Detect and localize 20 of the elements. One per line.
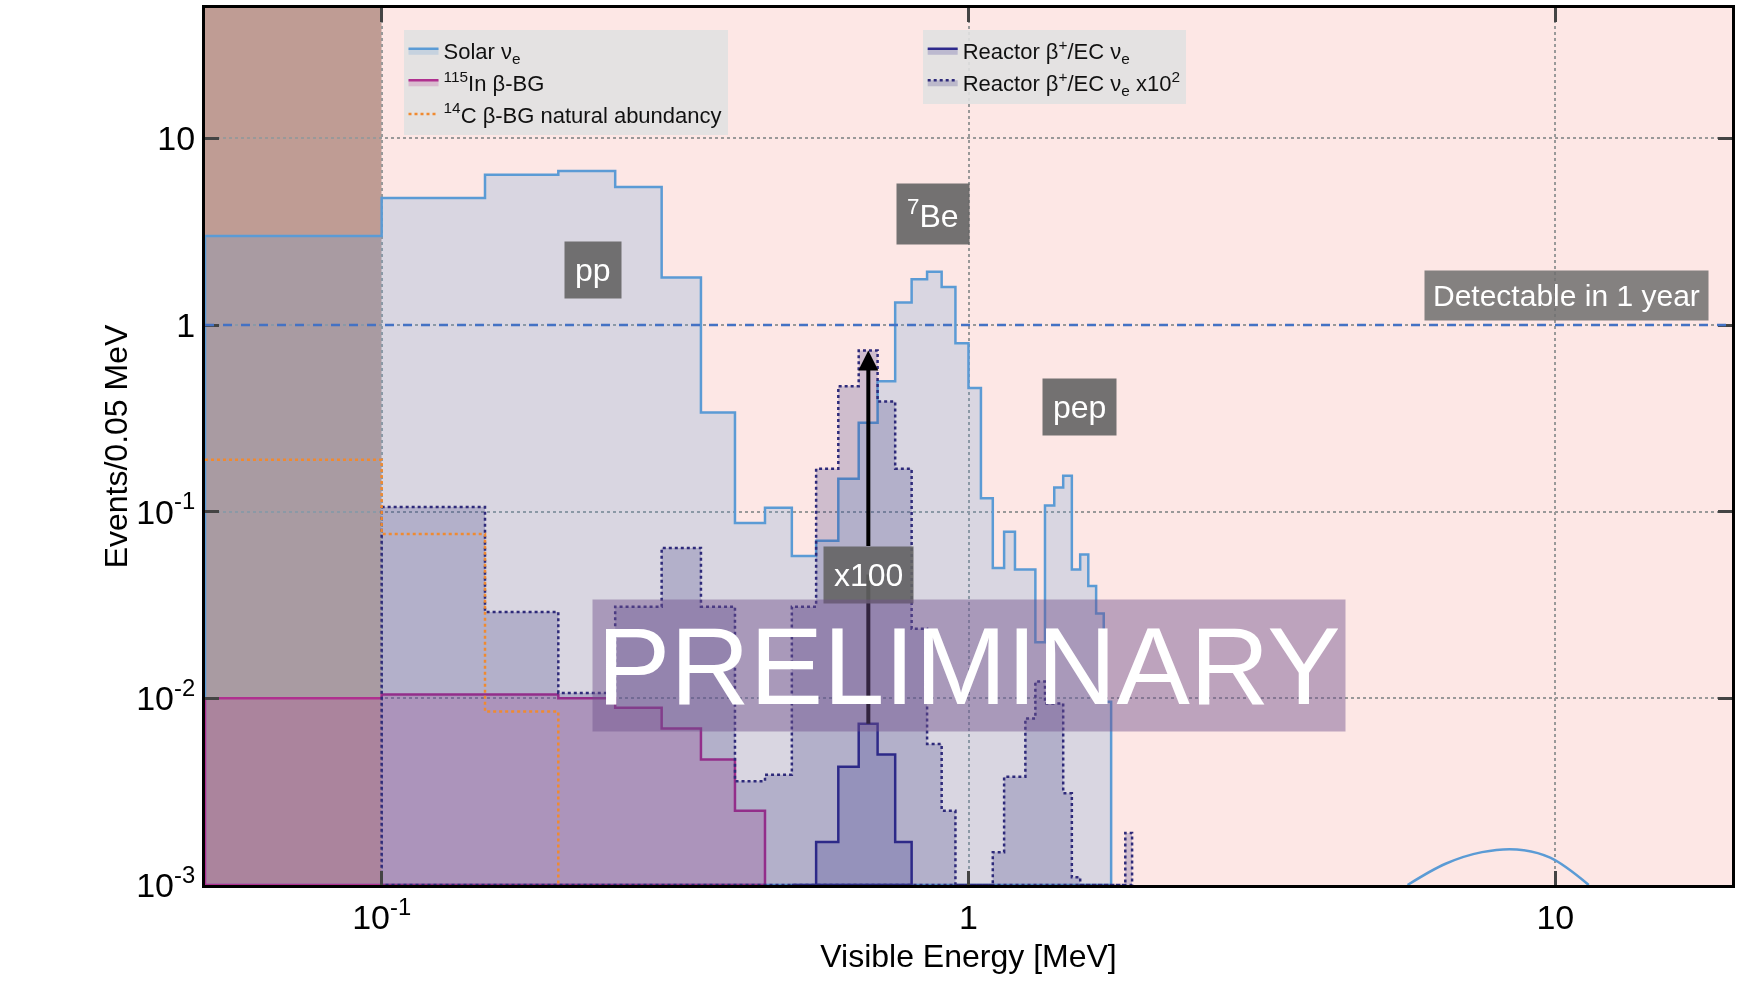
y-tick-label: 10$^{-3}$ — [136, 860, 196, 904]
y-axis-title: Events/0.05 MeV — [98, 324, 135, 569]
legend-label: $^{115}$In β-BG — [443, 67, 545, 96]
y-tick-label: 10$^{-1}$ — [136, 487, 196, 531]
y-tick-label: 10 — [157, 119, 196, 158]
legend-label: Solar ν$_{e}$ — [443, 39, 521, 67]
ref-line-label: Detectable in 1 year — [1433, 279, 1700, 312]
x-tick-label: 1 — [959, 897, 978, 936]
y-tick-label: 10$^{-2}$ — [136, 673, 196, 718]
annotation: $^{7}$Be — [907, 194, 959, 235]
annotation: pep — [1053, 389, 1107, 425]
y-tick-label: 1 — [176, 305, 196, 344]
legend-label: Reactor β$^{+}$/EC ν$_{e}$ — [962, 36, 1130, 67]
legend-label: Reactor β$^{+}$/EC ν$_{e}$ x10$^{2}$ — [962, 67, 1181, 99]
annotation: pp — [575, 252, 611, 288]
x-tick-label: 10$^{-1}$ — [352, 892, 412, 936]
x-axis-title: Visible Energy [MeV] — [820, 937, 1117, 974]
annotation: x100 — [834, 557, 904, 593]
x-tick-label: 10 — [1536, 897, 1575, 936]
legend-label: $^{14}$C β-BG natural abundancy — [443, 99, 722, 128]
